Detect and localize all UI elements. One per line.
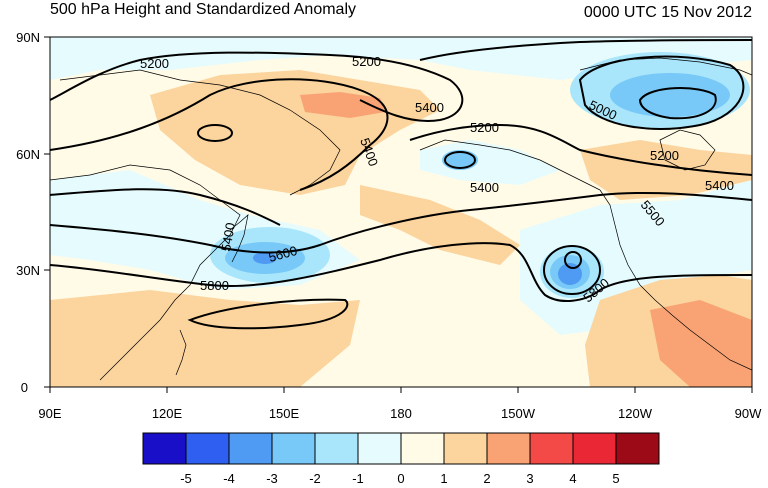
contour-label-6: 5400: [470, 180, 499, 195]
contour-5400-a: [50, 78, 389, 191]
colorbar-swatch: [142, 432, 187, 465]
colorbar-swatch: [228, 432, 273, 465]
contour-label-7: 5400: [705, 178, 734, 193]
valid-time: 0000 UTC 15 Nov 2012: [583, 4, 752, 21]
contour-5500: [50, 188, 281, 226]
anomaly-region-neg1-north: [50, 37, 752, 80]
colorbar-swatch: [486, 432, 531, 465]
colorbar-swatch: [271, 432, 316, 465]
colorbar-swatch: [400, 432, 445, 465]
x-tick-label: 120E: [152, 406, 183, 421]
coastline-siberia: [59, 69, 341, 196]
y-tick-label: 0: [21, 380, 28, 395]
colorbar-label: -3: [266, 471, 278, 486]
contour-label-9: 5600: [267, 243, 299, 265]
colorbar-label: -4: [223, 471, 235, 486]
colorbar-label: 5: [612, 471, 619, 486]
colorbar-swatch: [443, 432, 488, 465]
anomaly-region-neg3-greenland: [610, 73, 730, 117]
x-tick-label: 120W: [618, 406, 653, 421]
coastline-asia: [50, 164, 241, 381]
colorbar-label: -1: [352, 471, 364, 486]
colorbar-swatch: [529, 432, 574, 465]
contour-5800-closed: [187, 298, 349, 330]
anomaly-region-neg4-cutoff-low: [558, 263, 582, 285]
x-tick-label: 90E: [38, 406, 61, 421]
contour-5600: [50, 191, 752, 254]
anomaly-region-pos1-west-pacific: [50, 290, 360, 387]
contour-5200-east: [419, 39, 752, 61]
y-tick-label: 60N: [16, 147, 40, 162]
contour-greenland-low-outer: [578, 55, 745, 130]
colorbar-label: 1: [440, 471, 447, 486]
contour-label-13: 5400: [218, 221, 238, 252]
coastline-alaska: [419, 139, 601, 191]
x-tick-label: 150E: [269, 406, 300, 421]
colorbar-swatch: [357, 432, 402, 465]
colorbar: [142, 432, 660, 465]
anomaly-region-pos1-pacific: [360, 185, 520, 265]
contour-5400-b: [409, 123, 752, 176]
height-contours: [50, 39, 752, 330]
contour-label-4: 5200: [650, 148, 679, 163]
map-title: 500 hPa Height and Standardized Anomaly: [50, 1, 356, 18]
coastline-philippines: [175, 329, 187, 376]
axis-ticks: [44, 36, 753, 393]
contour-label-14: 5400: [415, 100, 444, 115]
contour-greenland-low-inner: [638, 87, 717, 120]
coastlines: [50, 57, 752, 381]
coastline-japan: [229, 214, 249, 263]
colorbar-label: 4: [569, 471, 576, 486]
contour-label-2: 5200: [352, 54, 381, 69]
contour-label-1: 5200: [140, 56, 169, 71]
colorbar-swatch: [572, 432, 617, 465]
colorbar-label: 0: [397, 471, 404, 486]
contour-label-10: 5800: [200, 278, 229, 293]
colorbar-swatch: [314, 432, 359, 465]
y-tick-label: 90N: [16, 30, 40, 45]
colorbar-label: 3: [526, 471, 533, 486]
contour-arctic-small: [197, 124, 233, 142]
x-tick-label: 150W: [501, 406, 536, 421]
colorbar-label: -2: [309, 471, 321, 486]
contour-5800-west: [50, 242, 752, 302]
contour-cutoff-low-outer: [543, 245, 601, 295]
anomaly-region-neg1-alaska-small: [442, 150, 478, 170]
y-tick-label: 30N: [16, 263, 40, 278]
coastline-north-america: [599, 189, 752, 371]
colorbar-swatch: [615, 432, 660, 465]
colorbar-label: 2: [483, 471, 490, 486]
contour-label-3: 5200: [470, 120, 499, 135]
x-tick-label: 90W: [735, 406, 762, 421]
coastline-hudson-bay: [659, 129, 716, 171]
colorbar-swatch: [185, 432, 230, 465]
anomaly-shading: [50, 37, 752, 387]
colorbar-label: -5: [180, 471, 192, 486]
anomaly-region-pos1-canada: [580, 140, 752, 200]
x-tick-label: 180: [390, 406, 412, 421]
anomaly-region-pos2-arctic: [300, 92, 385, 118]
anomaly-region-pos2-east-pacific: [650, 300, 752, 387]
anomaly-region-neg4-japan: [253, 252, 277, 264]
contour-alaska-small: [444, 151, 476, 169]
contour-cutoff-low-inner: [564, 251, 582, 269]
contour-5200-west: [50, 51, 464, 122]
